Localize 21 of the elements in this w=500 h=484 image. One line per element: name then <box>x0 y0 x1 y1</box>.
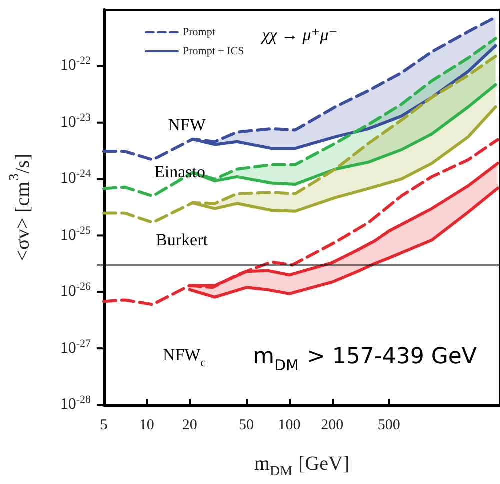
y-tick-label: 10$^{-23}$ <box>60 112 91 133</box>
y-tick-label: 10$^{-27}$ <box>60 338 91 359</box>
x-tick-label: 200 <box>321 418 344 434</box>
y-tick-label: 10$^{-26}$ <box>60 281 91 302</box>
y-tick-label: 10$^{-22}$ <box>60 55 91 76</box>
y-tick-label: 10$^{-28}$ <box>60 394 91 415</box>
x-tick-label: 10 <box>139 418 154 434</box>
legend-label: Prompt + ICS <box>183 46 244 58</box>
y-tick-label: 10$^{-24}$ <box>60 168 91 190</box>
x-tick-label: 50 <box>239 418 254 434</box>
annotation: χχ → μ⁺μ⁻ <box>260 26 338 44</box>
annotation: Burkert <box>156 230 208 250</box>
y-axis-title: <σv> [cm3/s] <box>8 154 34 262</box>
x-tick-label: 500 <box>378 418 400 434</box>
legend-label: Prompt <box>183 26 216 38</box>
y-tick-label: 10$^{-25}$ <box>60 224 91 246</box>
x-tick-label: 100 <box>278 418 301 434</box>
x-tick-label: 20 <box>182 418 198 434</box>
annotation: NFW <box>168 116 207 134</box>
x-tick-label: 5 <box>100 418 108 434</box>
annotation: Einasto <box>154 162 206 182</box>
